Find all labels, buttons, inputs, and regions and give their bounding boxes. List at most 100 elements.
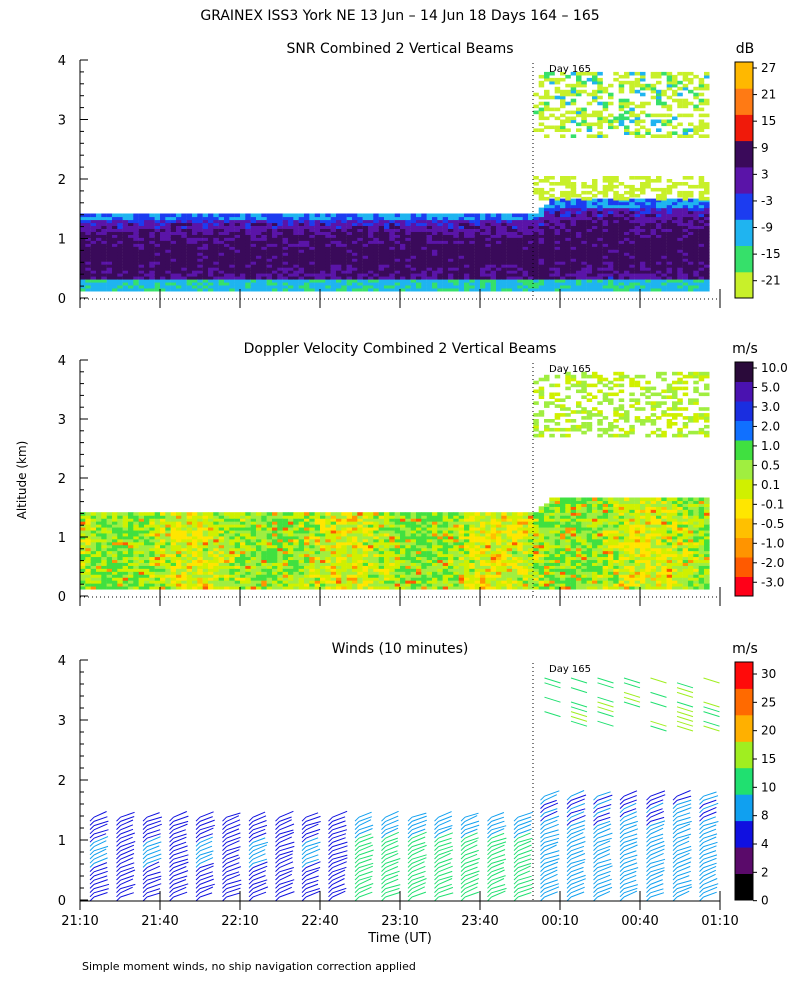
colorbar-swatch xyxy=(735,688,753,716)
x-tick-label: 21:10 xyxy=(61,914,98,929)
colorbar-swatch xyxy=(735,166,753,194)
footnote: Simple moment winds, no ship navigation … xyxy=(82,960,416,973)
snr-field xyxy=(80,71,710,292)
y-tick-label: 2 xyxy=(58,472,66,487)
day-marker-doppler: Day 165 xyxy=(549,364,591,375)
colorbar-swatch xyxy=(735,498,753,519)
colorbar-label: 10 xyxy=(761,780,776,794)
colorbars-group: 27 21 15 9 3 -3 -9 -15 -21 10.0 5.0 3.0 2.0 1.0 0.5 0.1… xyxy=(734,61,788,908)
doppler-plot-area xyxy=(80,371,710,590)
y-tick-label: 4 xyxy=(58,654,66,669)
colorbar-swatch xyxy=(735,362,753,382)
y-axis-label: Altitude (km) xyxy=(15,441,29,520)
day-marker-snr: Day 165 xyxy=(549,64,591,75)
doppler-panel-title: Doppler Velocity Combined 2 Vertical Bea… xyxy=(244,341,557,357)
colorbar-label: 15 xyxy=(761,114,776,128)
x-tick-label: 21:40 xyxy=(141,914,178,929)
y-tick-label: 2 xyxy=(58,774,66,789)
colorbar-label: 0.5 xyxy=(761,458,780,472)
colorbar-swatch xyxy=(735,767,753,795)
colorbar-swatch xyxy=(735,714,753,742)
colorbar-label: -1.0 xyxy=(761,536,784,550)
winds-colorbar-unit: m/s xyxy=(732,641,758,657)
colorbar-swatch xyxy=(735,271,753,299)
colorbar-label: 21 xyxy=(761,88,776,102)
colorbar-swatch xyxy=(735,88,753,115)
colorbar-label: 0.1 xyxy=(761,478,780,492)
colorbar-label: 20 xyxy=(761,724,776,738)
wind-barbs xyxy=(89,677,720,902)
x-tick-label: 22:10 xyxy=(221,914,258,929)
dop-field xyxy=(80,371,710,590)
colorbar-label: -3.0 xyxy=(761,575,784,589)
colorbar-label: 5.0 xyxy=(761,380,780,394)
colorbar-swatch xyxy=(735,820,753,848)
colorbar-frame xyxy=(734,361,754,597)
colorbar-label: 3 xyxy=(761,167,769,181)
x-tick-label: 00:10 xyxy=(541,914,578,929)
colorbar-swatch xyxy=(735,420,753,441)
colorbar-swatch xyxy=(735,537,753,558)
doppler-colorbar-unit: m/s xyxy=(732,341,758,357)
x-axis-label: Time (UT) xyxy=(367,931,432,946)
y-tick-label: 0 xyxy=(58,894,66,909)
colorbar-label: -15 xyxy=(761,247,781,261)
colorbar-swatch xyxy=(735,62,753,89)
colorbar-swatch xyxy=(735,440,753,460)
colorbar-label: 1.0 xyxy=(761,439,780,453)
colorbar-label: -3 xyxy=(761,194,773,208)
colorbar-label: 2 xyxy=(761,865,769,879)
colorbar-swatch xyxy=(735,381,753,402)
y-tick-label: 3 xyxy=(58,413,66,428)
colorbar-label: 0 xyxy=(761,894,769,908)
y-tick-label: 3 xyxy=(58,714,66,729)
colorbar-label: 9 xyxy=(761,141,769,155)
colorbar-label: -21 xyxy=(761,274,781,288)
colorbar-swatch xyxy=(735,459,753,480)
colorbar-label: -2.0 xyxy=(761,556,784,570)
colorbar-label: -9 xyxy=(761,221,773,235)
y-tick-label: 0 xyxy=(58,292,66,307)
colorbar-label: -0.1 xyxy=(761,497,784,511)
colorbar-swatch xyxy=(735,140,753,168)
x-tick-label: 00:40 xyxy=(621,914,658,929)
y-tick-label: 1 xyxy=(58,233,66,248)
figure-title: GRAINEX ISS3 York NE 13 Jun – 14 Jun 18 … xyxy=(200,8,599,24)
y-tick-label: 1 xyxy=(58,531,66,546)
colorbar-swatch xyxy=(735,479,753,499)
snr-colorbar-unit: dB xyxy=(736,41,755,57)
y-tick-label: 4 xyxy=(58,54,66,69)
colorbar-label: 8 xyxy=(761,809,769,823)
colorbar-swatch xyxy=(735,741,753,769)
colorbar-label: 25 xyxy=(761,695,776,709)
y-tick-label: 0 xyxy=(58,590,66,605)
x-tick-label: 23:40 xyxy=(461,914,498,929)
x-tick-label: 23:10 xyxy=(381,914,418,929)
colorbar-label: 27 xyxy=(761,61,776,75)
colorbar-swatch xyxy=(735,245,753,273)
colorbar-label: 30 xyxy=(761,667,776,681)
colorbar-swatch xyxy=(735,557,753,577)
axes-group: 0 1 2 3 4 0 1 2 3 4 0 1 2 3 4 21:10 21:40 22:10 22:40 23:10… xyxy=(58,54,739,929)
winds-plot-area xyxy=(89,677,720,902)
y-tick-label: 2 xyxy=(58,173,66,188)
x-tick-label: 01:10 xyxy=(701,914,738,929)
colorbar-swatch xyxy=(735,576,753,597)
colorbar-swatch xyxy=(735,114,753,142)
colorbar-swatch xyxy=(735,193,753,220)
colorbar-label: -0.5 xyxy=(761,517,784,531)
y-tick-label: 3 xyxy=(58,114,66,129)
colorbar-label: 15 xyxy=(761,752,776,766)
colorbar-swatch xyxy=(735,219,753,246)
colorbar-frame xyxy=(734,61,754,299)
y-tick-label: 4 xyxy=(58,354,66,369)
x-tick-label: 22:40 xyxy=(301,914,338,929)
colorbar-label: 4 xyxy=(761,837,769,851)
snr-plot-area xyxy=(80,71,710,292)
colorbar-swatch xyxy=(735,794,753,822)
colorbar-frame xyxy=(734,661,754,901)
day-marker-winds: Day 165 xyxy=(549,664,591,675)
colorbar-swatch xyxy=(735,847,753,874)
colorbar-swatch xyxy=(735,518,753,538)
